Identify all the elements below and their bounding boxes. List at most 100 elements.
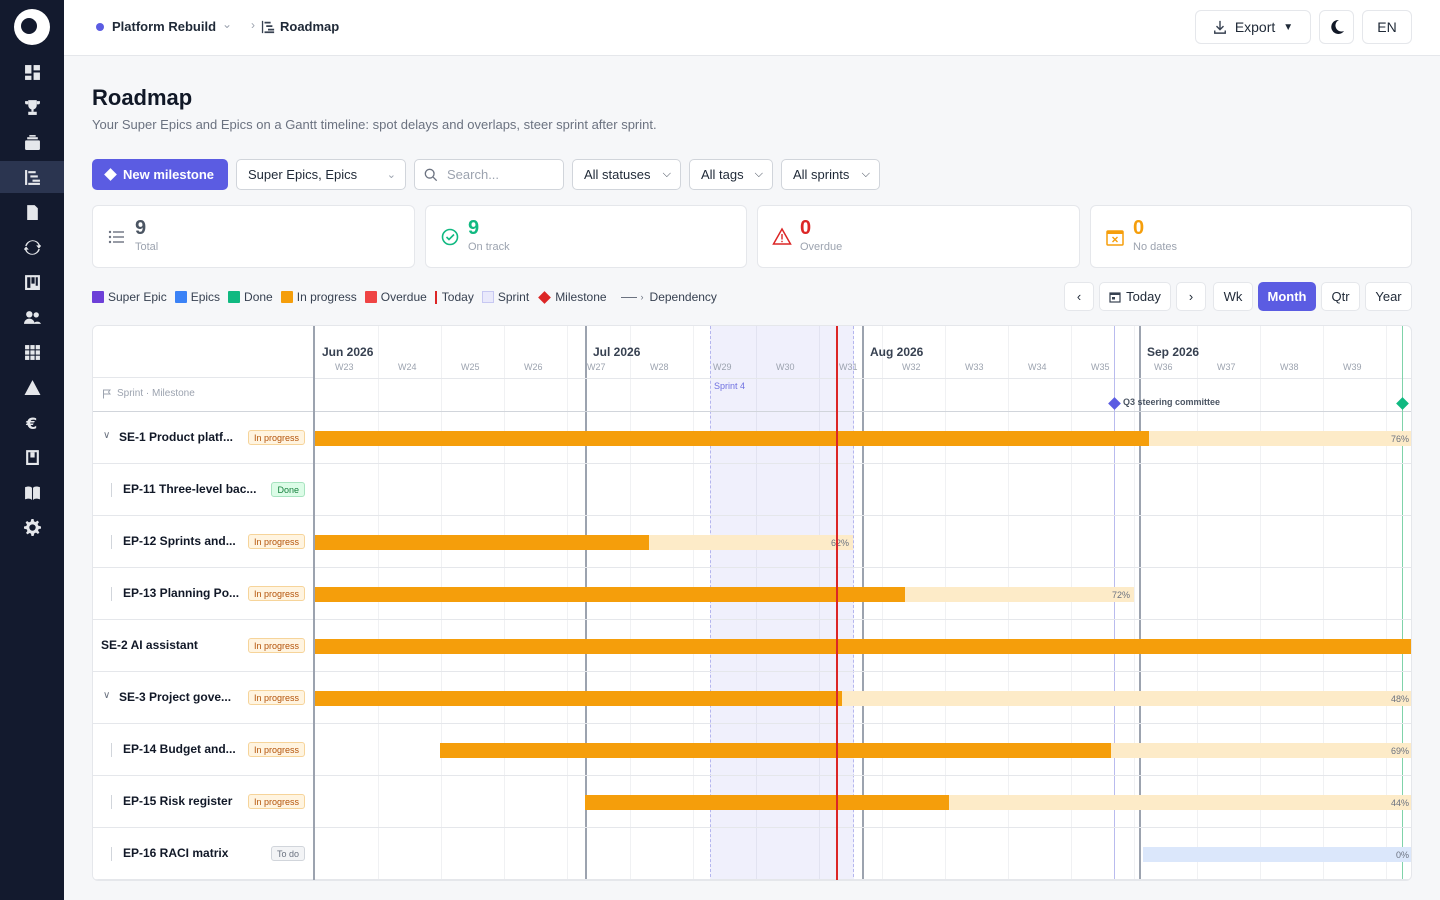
language-button[interactable]: EN	[1362, 10, 1412, 44]
theme-toggle-button[interactable]	[1319, 10, 1354, 44]
progress-percent: 69%	[1390, 745, 1409, 756]
milestone-marker[interactable]	[1396, 397, 1409, 410]
gantt-row-label[interactable]: ∨ SE-3 Project gove... In progress	[93, 672, 313, 724]
milestone-line	[1402, 326, 1403, 880]
milestone-marker[interactable]	[1108, 397, 1121, 410]
zoom-year-button[interactable]: Year	[1365, 282, 1412, 311]
week-grid-line	[441, 326, 442, 880]
status-filter-value: All statuses	[584, 167, 651, 182]
gantt-row-label[interactable]: EP-13 Planning Po... In progress	[93, 568, 313, 620]
progress-percent: 0%	[1395, 849, 1409, 860]
zoom-week-button[interactable]: Wk	[1213, 282, 1253, 311]
stat-no-dates-value: 0	[1133, 217, 1145, 239]
caret-down-icon: ▼	[1283, 21, 1294, 33]
stat-on-track-value: 9	[468, 217, 480, 239]
calendar-icon	[1109, 291, 1121, 303]
sidebar-item-notebook[interactable]	[0, 441, 64, 473]
week-grid-line	[504, 326, 505, 880]
gantt-bar-progress[interactable]	[440, 743, 1111, 758]
progress-percent: 76%	[1390, 433, 1409, 444]
month-separator	[585, 326, 587, 880]
sidebar-item-goals[interactable]	[0, 91, 64, 123]
week-label: W27	[587, 362, 606, 372]
status-badge: In progress	[247, 430, 305, 445]
sidebar-item-settings[interactable]	[0, 511, 64, 543]
week-label: W29	[713, 362, 732, 372]
gantt-timeline: Sprint 4 Jun 2026 Jul 2026 Aug 2026 Sep 2026…	[315, 326, 1411, 880]
status-badge: Done	[271, 482, 305, 497]
week-label: W25	[461, 362, 480, 372]
export-button[interactable]: Export ▼	[1195, 10, 1311, 44]
warning-icon	[24, 379, 40, 395]
check-circle-icon	[441, 228, 459, 246]
month-separator	[862, 326, 864, 880]
new-milestone-button[interactable]: New milestone	[92, 159, 228, 190]
gantt-bar-progress[interactable]	[585, 795, 949, 810]
sidebar-item-budget[interactable]: €	[0, 406, 64, 438]
legend-today: Today	[434, 290, 474, 304]
search-icon	[424, 168, 438, 182]
week-grid-line	[1008, 326, 1009, 880]
stat-overdue-value: 0	[800, 217, 812, 239]
gantt-bar[interactable]	[1143, 847, 1411, 862]
gantt-bar-progress[interactable]	[315, 639, 1411, 654]
row-separator	[315, 671, 1411, 672]
app-logo[interactable]	[14, 9, 50, 45]
zoom-quarter-button[interactable]: Qtr	[1321, 282, 1360, 311]
sprint-band[interactable]	[710, 326, 854, 880]
chevron-down-icon[interactable]: ∨	[103, 690, 111, 701]
week-label: W30	[776, 362, 795, 372]
sidebar-item-roadmap[interactable]	[0, 161, 64, 193]
sidebar-item-portfolio[interactable]	[0, 126, 64, 158]
sidebar-item-dashboard[interactable]	[0, 56, 64, 88]
sidebar-item-wiki[interactable]	[0, 476, 64, 508]
tags-filter-select[interactable]: All tags ⌵	[689, 159, 773, 190]
stat-overdue-label: Overdue	[800, 241, 843, 253]
month-label: Jul 2026	[593, 345, 641, 359]
legend-sprint: Sprint	[481, 290, 529, 304]
chevron-left-icon: ‹	[1076, 289, 1082, 304]
status-filter-select[interactable]: All statuses ⌵	[572, 159, 681, 190]
row-separator	[315, 619, 1411, 620]
gantt-row-label[interactable]: EP-12 Sprints and... In progress	[93, 516, 313, 568]
gantt-row-label[interactable]: EP-14 Budget and... In progress	[93, 724, 313, 776]
breadcrumb-project[interactable]: Platform Rebuild	[112, 19, 217, 34]
sidebar-item-sprints[interactable]	[0, 231, 64, 263]
week-grid-line	[1323, 326, 1324, 880]
row-name: EP-13 Planning Po...	[123, 586, 240, 600]
week-label: W35	[1091, 362, 1110, 372]
sidebar-item-board[interactable]	[0, 266, 64, 298]
prev-period-button[interactable]: ‹	[1064, 282, 1094, 311]
sidebar-item-documents[interactable]	[0, 196, 64, 228]
week-grid-line	[756, 326, 757, 880]
gantt-row-label[interactable]: EP-15 Risk register In progress	[93, 776, 313, 828]
type-filter-select[interactable]: Super Epics, Epics ⌄	[236, 159, 406, 190]
gantt-row-label[interactable]: EP-16 RACI matrix To do	[93, 828, 313, 880]
gantt-bar-progress[interactable]	[315, 691, 842, 706]
chevron-down-icon: ⌵	[662, 168, 671, 180]
progress-percent: 62%	[830, 537, 849, 548]
gantt-bar-progress[interactable]	[315, 535, 649, 550]
sidebar-item-apps[interactable]	[0, 336, 64, 368]
gantt-bar-progress[interactable]	[315, 431, 1149, 446]
sidebar-item-team[interactable]	[0, 301, 64, 333]
chevron-down-icon[interactable]: ∨	[103, 430, 111, 441]
next-period-button[interactable]: ›	[1176, 282, 1206, 311]
week-grid-line	[567, 326, 568, 880]
export-label: Export	[1234, 19, 1276, 35]
gantt-row-label[interactable]: ∨ SE-1 Product platf... In progress	[93, 412, 313, 464]
row-name: EP-16 RACI matrix	[123, 846, 229, 860]
sidebar-item-risks[interactable]	[0, 371, 64, 403]
search-input[interactable]: Search...	[414, 159, 564, 190]
legend-overdue: Overdue	[364, 290, 427, 304]
zoom-month-button[interactable]: Month	[1258, 282, 1316, 311]
today-button[interactable]: Today	[1099, 282, 1171, 311]
sprint-filter-select[interactable]: All sprints ⌵	[781, 159, 880, 190]
gantt-row-label[interactable]: EP-11 Three-level bac... Done	[93, 464, 313, 516]
gantt-row-label[interactable]: SE-2 AI assistant In progress	[93, 620, 313, 672]
chevron-down-icon[interactable]: ⌄	[222, 17, 233, 31]
month-label: Sep 2026	[1147, 345, 1200, 359]
gantt-bar-progress[interactable]	[315, 587, 905, 602]
sprint-label: Sprint 4	[714, 381, 746, 391]
sprint-filter-value: All sprints	[793, 167, 850, 182]
